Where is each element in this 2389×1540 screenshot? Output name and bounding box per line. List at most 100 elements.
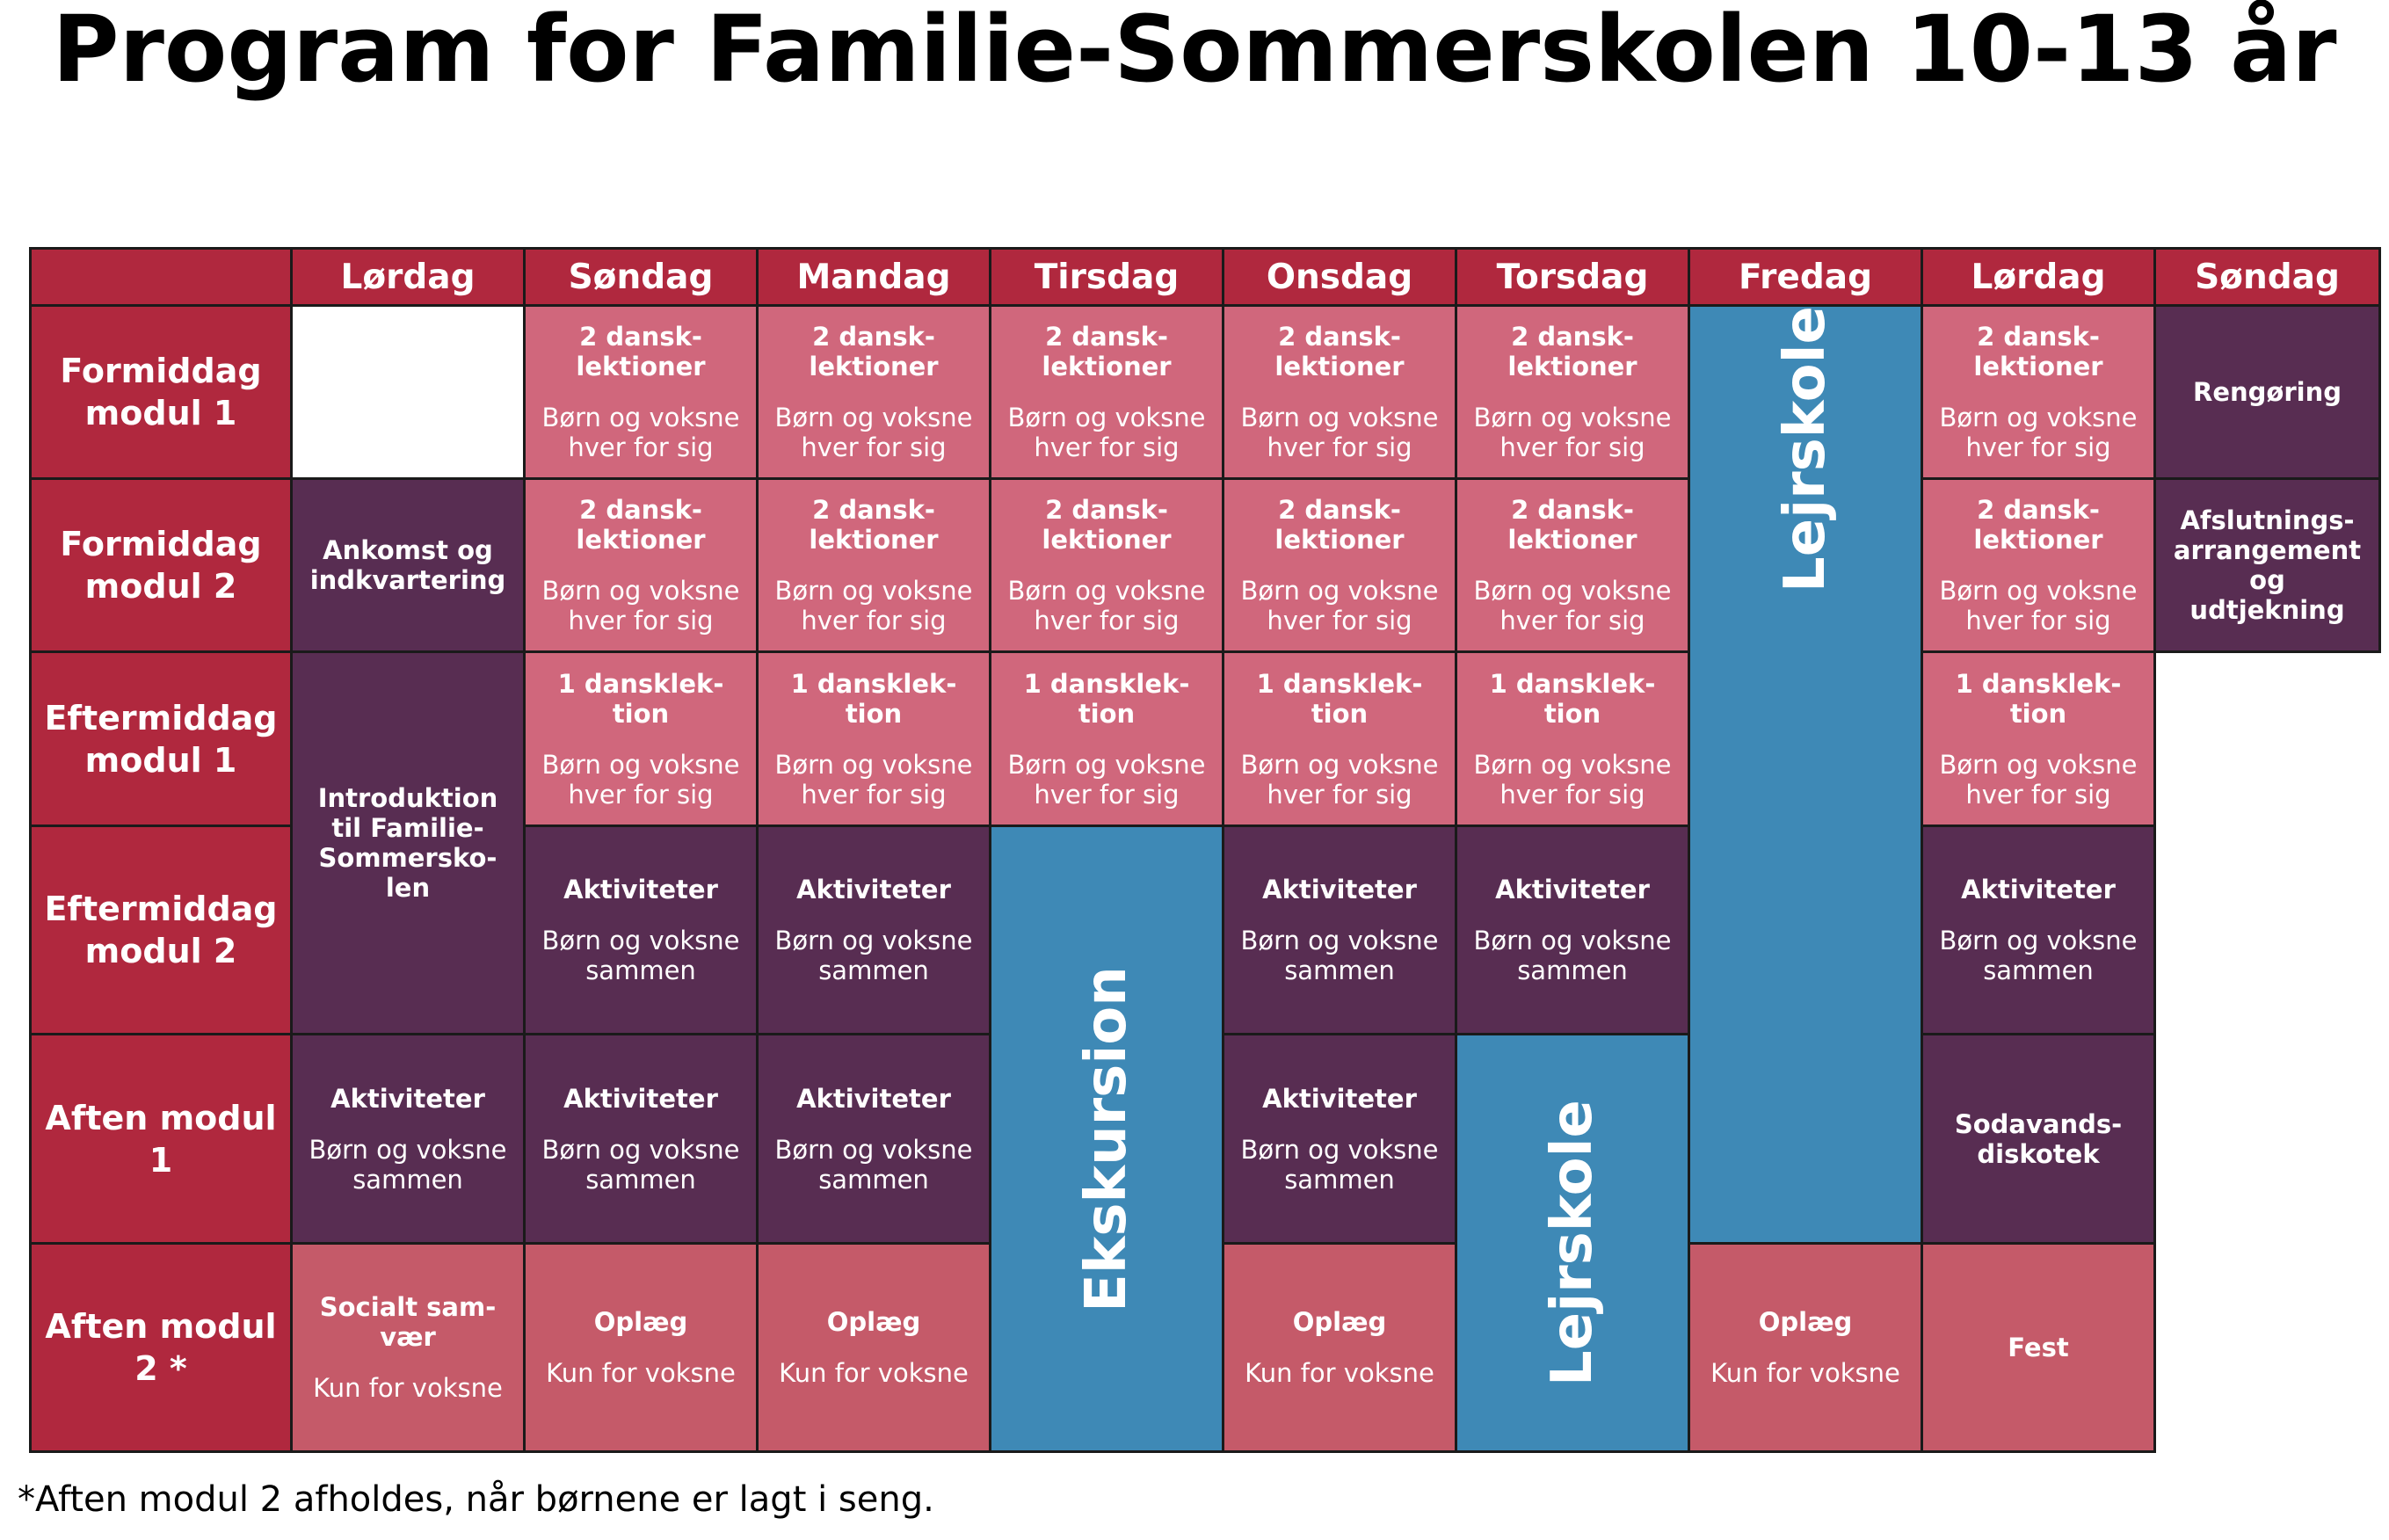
schedule-cell: 1 dansklek-tion Børn og voksne hver for …	[1455, 650, 1690, 827]
schedule-cell: 1 dansklek-tion Børn og voksne hver for …	[756, 650, 991, 827]
cell-subtitle: Børn og voksne hver for sig	[1939, 576, 2138, 636]
cell-title: Aktiviteter	[1495, 875, 1650, 904]
cell-subtitle: Børn og voksne hver for sig	[774, 576, 973, 636]
schedule-cell: 2 dansk-lektioner Børn og voksne hver fo…	[1921, 477, 2156, 653]
schedule-cell: Socialt sam-vær Kun for voksne	[290, 1242, 526, 1453]
cell-subtitle: Kun for voksne	[546, 1358, 736, 1388]
footnote: *Aften modul 2 afholdes, når børnene er …	[18, 1479, 934, 1520]
cell-title: 2 dansk-lektioner	[1973, 495, 2103, 555]
cell-subtitle: Børn og voksne sammen	[1240, 926, 1439, 985]
schedule-cell: 1 dansklek-tion Børn og voksne hver for …	[989, 650, 1224, 827]
day-header: Lørdag	[290, 247, 526, 307]
cell-subtitle: Børn og voksne hver for sig	[1007, 749, 1206, 810]
cell-title: Oplæg	[593, 1307, 688, 1337]
schedule-cell: 1 dansklek-tion Børn og voksne hver for …	[1921, 650, 2156, 827]
cell-title: Aktiviteter	[796, 875, 951, 904]
cell-title: 1 dansklek-tion	[1023, 668, 1190, 729]
cell-title: Socialt sam-vær	[319, 1292, 497, 1352]
schedule-cell: 1 dansklek-tion Børn og voksne hver for …	[1222, 650, 1457, 827]
cell-subtitle: Børn og voksne hver for sig	[1939, 749, 2138, 810]
schedule-table: Lørdag Søndag Mandag Tirsdag Onsdag Tors…	[29, 247, 2381, 1453]
day-header: Lørdag	[1921, 247, 2156, 307]
cell-title: 2 dansk-lektioner	[1973, 322, 2103, 381]
cell-title: 2 dansk-lektioner	[1274, 322, 1405, 381]
cell-subtitle: Børn og voksne sammen	[774, 926, 973, 985]
cell-subtitle: Børn og voksne hver for sig	[1240, 576, 1439, 636]
schedule-cell: Oplæg Kun for voksne	[1688, 1242, 1923, 1453]
cell-subtitle: Børn og voksne sammen	[1939, 926, 2138, 985]
day-header: Torsdag	[1455, 247, 1690, 307]
schedule-cell: Oplæg Kun for voksne	[1222, 1242, 1457, 1453]
schedule-cell: 2 dansk-lektioner Børn og voksne hver fo…	[1222, 304, 1457, 480]
cell-title: 2 dansk-lektioner	[1274, 495, 1405, 555]
cell-title: Sodavands-diskotek	[1954, 1108, 2123, 1169]
cell-subtitle: Børn og voksne sammen	[774, 1134, 973, 1195]
cell-subtitle: Børn og voksne hver for sig	[541, 749, 740, 810]
schedule-cell: Oplæg Kun for voksne	[523, 1242, 759, 1453]
schedule-cell: Aktiviteter Børn og voksne sammen	[1222, 824, 1457, 1035]
schedule-cell: Fest	[1921, 1242, 2156, 1453]
schedule-cell: Aktiviteter Børn og voksne sammen	[1921, 824, 2156, 1035]
page-title: Program for Familie-Sommerskolen 10-13 å…	[52, 0, 2337, 103]
row-label: Eftermiddag modul 1	[29, 650, 293, 827]
cell-title: Afslutnings-arrangement og udtjekning	[2173, 505, 2362, 625]
cell-subtitle: Børn og voksne sammen	[1473, 926, 1672, 985]
cell-title: Oplæg	[826, 1307, 921, 1337]
cell-subtitle: Børn og voksne hver for sig	[541, 403, 740, 462]
schedule-cell: 2 dansk-lektioner Børn og voksne hver fo…	[1455, 477, 1690, 653]
cell-subtitle: Børn og voksne hver for sig	[1473, 749, 1672, 810]
cell-title: Introduktion til Familie-Sommersko-len	[317, 783, 498, 903]
cell-subtitle: Børn og voksne sammen	[1240, 1134, 1439, 1195]
cell-subtitle: Børn og voksne hver for sig	[1007, 403, 1206, 462]
cell-subtitle: Børn og voksne hver for sig	[1473, 403, 1672, 462]
day-header: Fredag	[1688, 247, 1923, 307]
cell-subtitle: Kun for voksne	[779, 1358, 969, 1388]
schedule-cell: 2 dansk-lektioner Børn og voksne hver fo…	[523, 477, 759, 653]
cell-title: Aktiviteter	[1961, 875, 2116, 904]
day-header: Søndag	[2153, 247, 2381, 307]
schedule-cell: Sodavands-diskotek	[1921, 1033, 2156, 1245]
cell-title: 2 dansk-lektioner	[576, 495, 706, 555]
cell-subtitle: Børn og voksne hver for sig	[774, 749, 973, 810]
row-label: Formiddag modul 2	[29, 477, 293, 653]
cell-subtitle: Børn og voksne hver for sig	[774, 403, 973, 462]
cell-subtitle: Børn og voksne hver for sig	[1007, 576, 1206, 636]
cell-title: Ankomst og indkvartering	[309, 535, 506, 595]
day-header: Tirsdag	[989, 247, 1224, 307]
cell-subtitle: Børn og voksne hver for sig	[541, 576, 740, 636]
cell-title: Aktiviteter	[1262, 1083, 1417, 1114]
cell-title: 2 dansk-lektioner	[1507, 322, 1637, 381]
schedule-cell: 2 dansk-lektioner Børn og voksne hver fo…	[1222, 477, 1457, 653]
excursion-label: Ekskursion	[1074, 965, 1139, 1312]
cell-title: 2 dansk-lektioner	[1042, 322, 1172, 381]
schedule-cell: Aktiviteter Børn og voksne sammen	[1455, 824, 1690, 1035]
cell-title: Oplæg	[1758, 1307, 1853, 1337]
cell-subtitle: Børn og voksne sammen	[541, 1134, 740, 1195]
cell-title: 2 dansk-lektioner	[576, 322, 706, 381]
cell-title: Aktiviteter	[563, 875, 718, 904]
cell-subtitle: Børn og voksne sammen	[309, 1134, 507, 1195]
cell-title: 1 dansklek-tion	[1256, 668, 1423, 729]
cell-title: Rengøring	[2193, 377, 2342, 407]
cell-subtitle: Børn og voksne hver for sig	[1473, 576, 1672, 636]
schedule-cell: 2 dansk-lektioner Børn og voksne hver fo…	[989, 304, 1224, 480]
camp-label: Lejrskole	[1540, 1100, 1605, 1386]
cell-subtitle: Børn og voksne hver for sig	[1939, 403, 2138, 462]
camp-block: Lejrskole	[1688, 304, 1923, 1245]
camp-label: Lejrskole	[1773, 306, 1838, 592]
camp-block: Lejrskole	[1455, 1033, 1690, 1453]
cell-title: 1 dansklek-tion	[1955, 668, 2122, 729]
schedule-cell: 2 dansk-lektioner Børn og voksne hver fo…	[989, 477, 1224, 653]
row-label: Eftermiddag modul 2	[29, 824, 293, 1035]
day-header: Onsdag	[1222, 247, 1457, 307]
cell-subtitle: Kun for voksne	[1710, 1358, 1900, 1388]
schedule-cell: Aktiviteter Børn og voksne sammen	[756, 1033, 991, 1245]
header-corner	[29, 247, 293, 307]
schedule-cell: Ankomst og indkvartering	[290, 477, 526, 653]
cell-title: Oplæg	[1292, 1307, 1387, 1337]
schedule-cell: 2 dansk-lektioner Børn og voksne hver fo…	[756, 304, 991, 480]
schedule-cell: 1 dansklek-tion Børn og voksne hver for …	[523, 650, 759, 827]
cell-title: Aktiviteter	[563, 1083, 718, 1114]
cell-subtitle: Børn og voksne hver for sig	[1240, 749, 1439, 810]
schedule-cell: Afslutnings-arrangement og udtjekning	[2153, 477, 2381, 653]
